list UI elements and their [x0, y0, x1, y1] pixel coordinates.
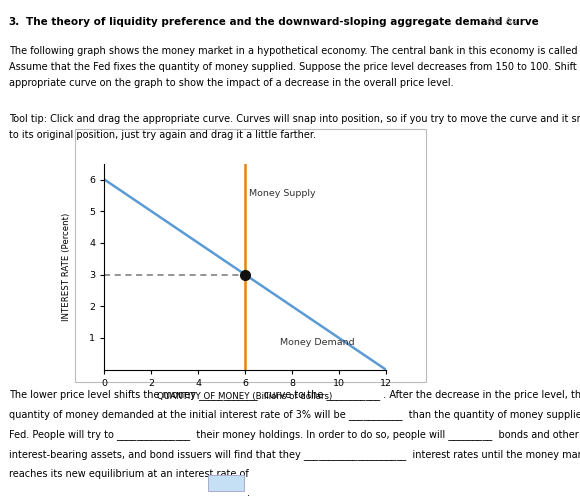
- Text: Money Supply: Money Supply: [249, 189, 315, 198]
- Text: quantity of money demanded at the initial interest rate of 3% will be __________: quantity of money demanded at the initia…: [9, 409, 580, 420]
- Text: Money Demand: Money Demand: [280, 338, 355, 347]
- Text: 3.: 3.: [9, 17, 20, 27]
- Text: Aa  Aa: Aa Aa: [487, 17, 518, 26]
- Text: The following graph shows the money market in a hypothetical economy. The centra: The following graph shows the money mark…: [9, 46, 580, 56]
- Text: reaches its new equilibrium at an interest rate of: reaches its new equilibrium at an intere…: [9, 469, 248, 479]
- Text: appropriate curve on the graph to show the impact of a decrease in the overall p: appropriate curve on the graph to show t…: [9, 78, 454, 88]
- Text: Fed. People will try to _______________  their money holdings. In order to do so: Fed. People will try to _______________ …: [9, 429, 578, 440]
- X-axis label: QUANTITY OF MONEY (Billions of dollars): QUANTITY OF MONEY (Billions of dollars): [157, 392, 333, 401]
- Text: Assume that the Fed fixes the quantity of money supplied. Suppose the price leve: Assume that the Fed fixes the quantity o…: [9, 62, 580, 72]
- Text: The theory of liquidity preference and the downward-sloping aggregate demand cur: The theory of liquidity preference and t…: [26, 17, 539, 27]
- Text: The lower price level shifts the money ____________  curve to the ___________ . : The lower price level shifts the money _…: [9, 389, 580, 400]
- Text: Tool tip: Click and drag the appropriate curve. Curves will snap into position, : Tool tip: Click and drag the appropriate…: [9, 114, 580, 124]
- Y-axis label: INTEREST RATE (Percent): INTEREST RATE (Percent): [61, 212, 71, 321]
- Text: .: .: [247, 488, 250, 496]
- Text: interest-bearing assets, and bond issuers will find that they __________________: interest-bearing assets, and bond issuer…: [9, 449, 580, 460]
- Text: to its original position, just try again and drag it a little farther.: to its original position, just try again…: [9, 130, 316, 140]
